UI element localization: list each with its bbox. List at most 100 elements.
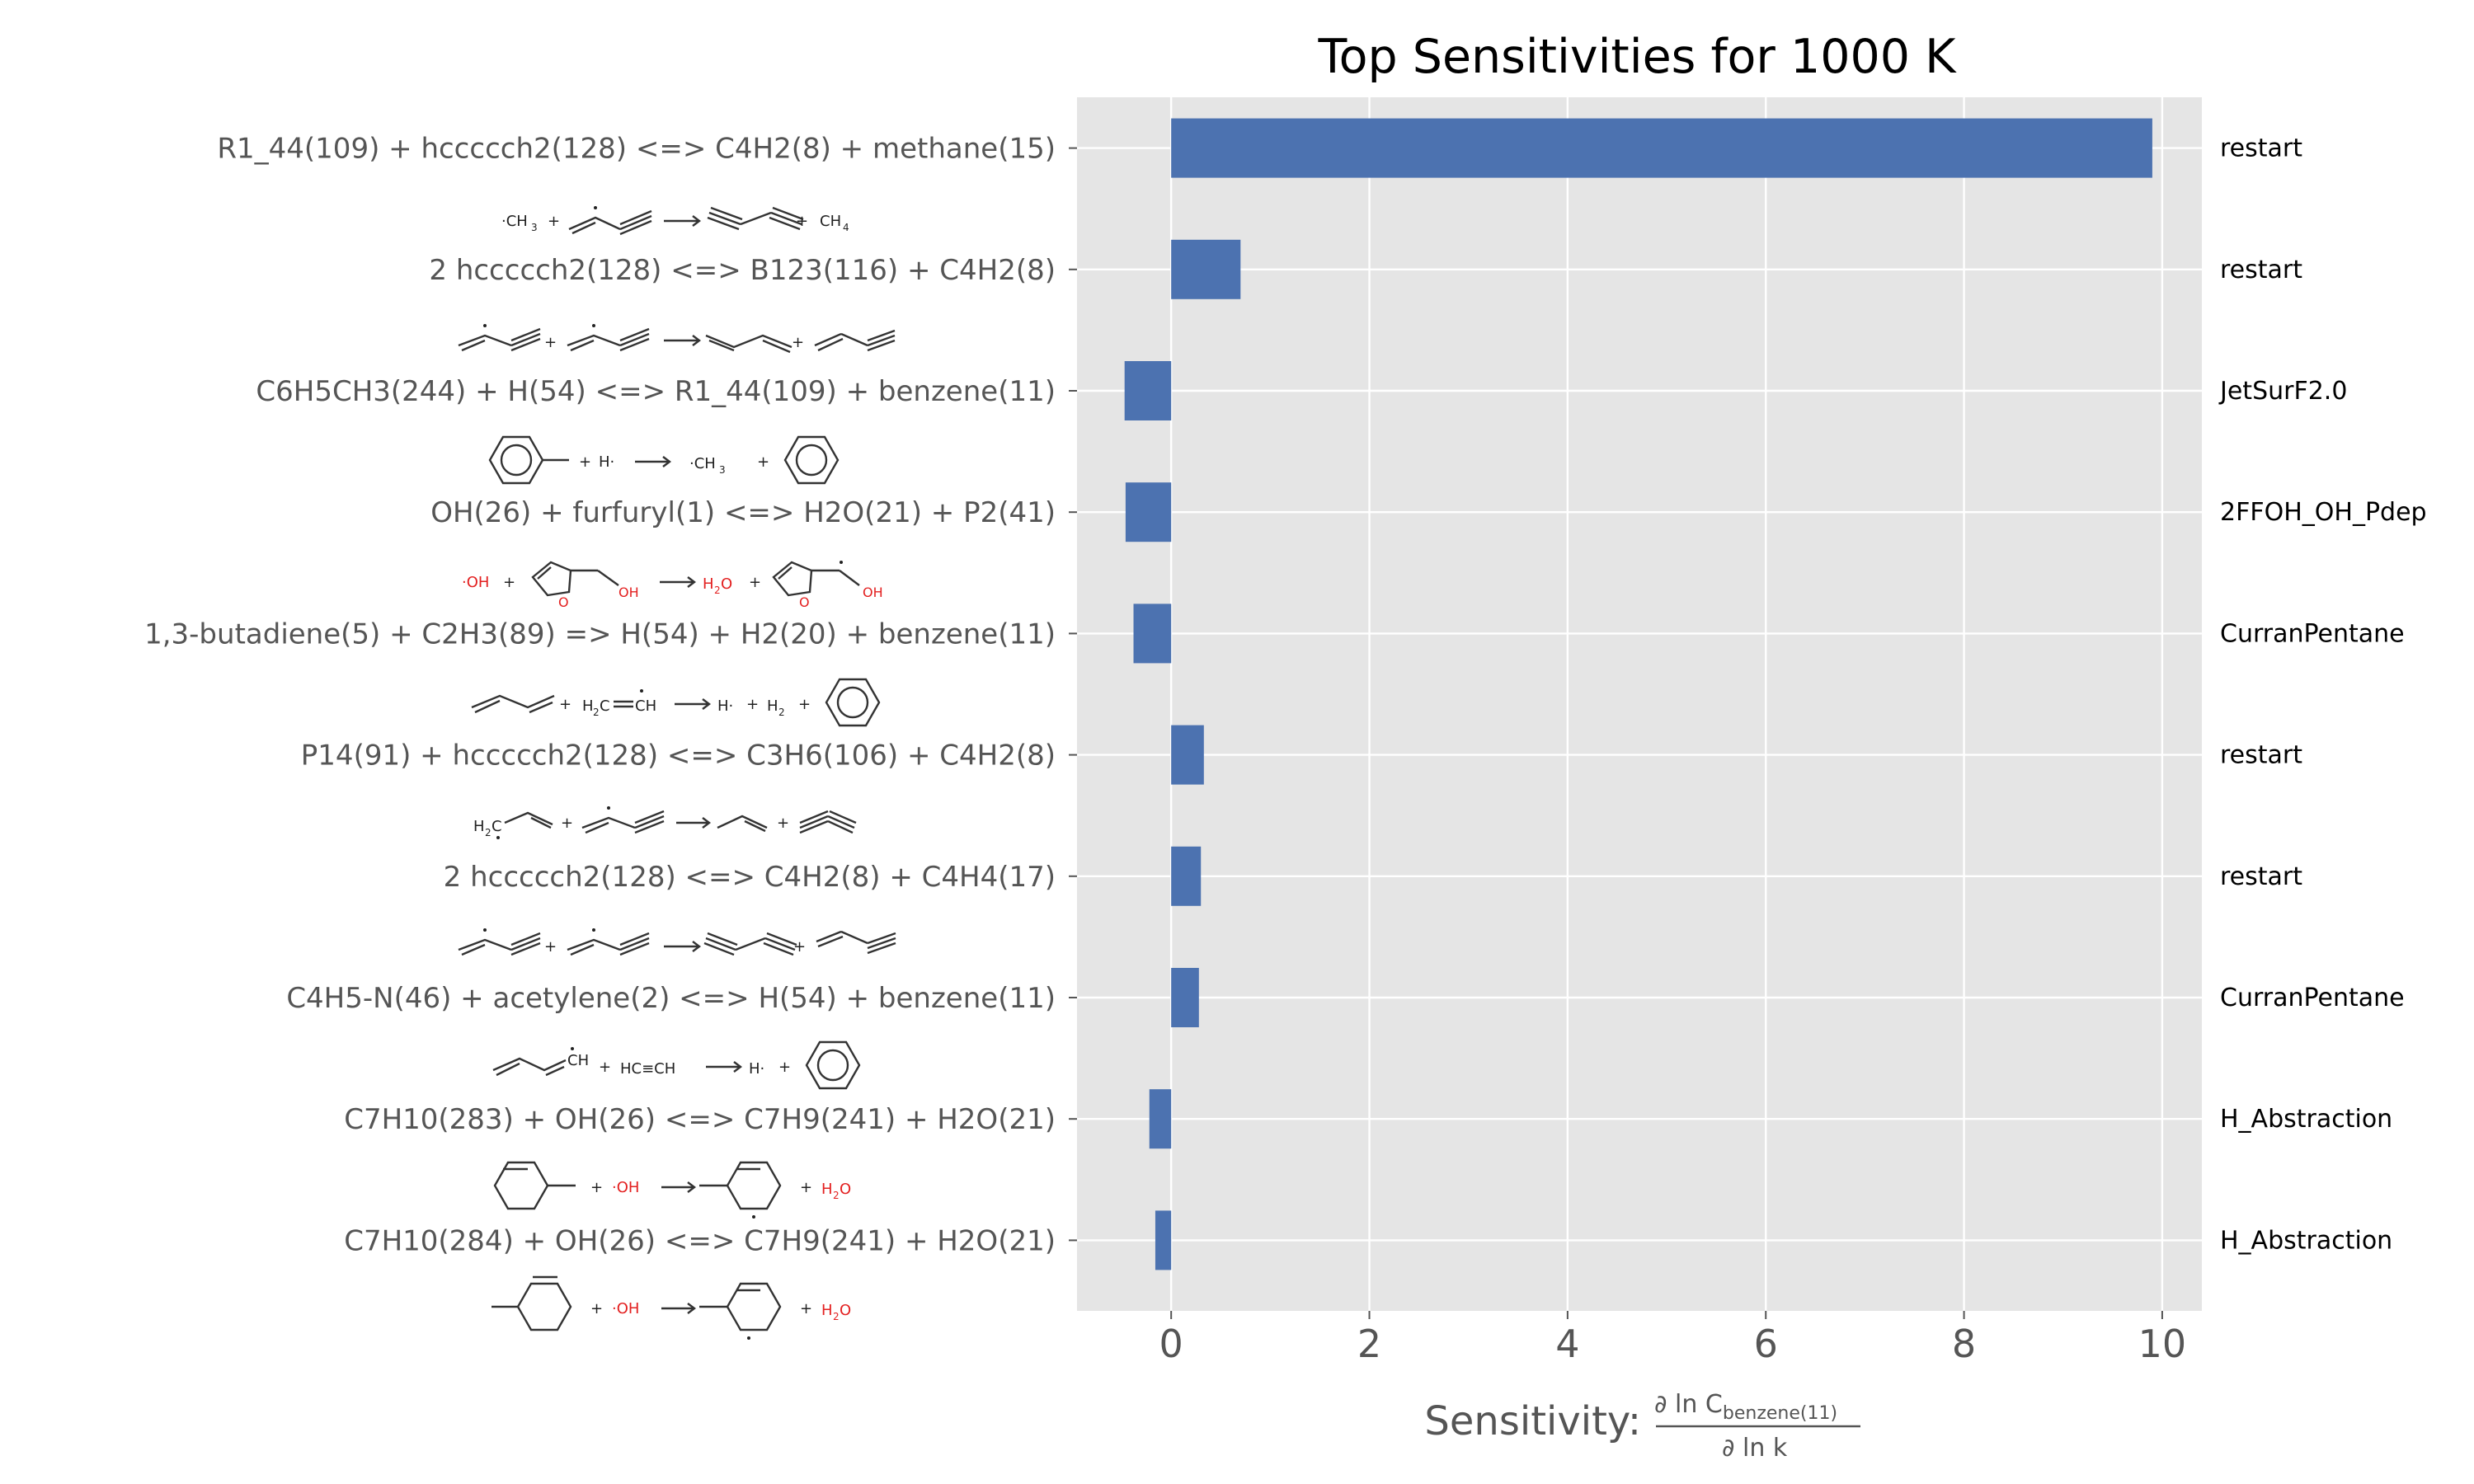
hydroxyl-label: OH: [618, 585, 639, 600]
methylene-h-subscript: 2: [485, 827, 492, 838]
bar: [1171, 968, 1199, 1027]
water-subscript: 2: [833, 1311, 840, 1322]
arrow-icon: [635, 456, 671, 467]
x-tick-label: 0: [1159, 1322, 1183, 1366]
arrow-icon: [664, 215, 701, 227]
source-label: restart: [2220, 134, 2302, 163]
furan-oxygen-label: O: [558, 594, 569, 610]
structure-row-3: + H· ·CH 3 +: [488, 435, 840, 485]
plus-sign: +: [800, 1300, 812, 1317]
oh-radical-label: ·OH: [612, 1300, 639, 1317]
allyl-molecule-icon: [504, 811, 553, 829]
source-label: JetSurF2.0: [2218, 377, 2347, 406]
methylene-h-label: H: [473, 818, 485, 835]
bar: [1171, 725, 1204, 785]
furan-oxygen-label: O: [799, 594, 810, 610]
plus-sign: +: [503, 574, 515, 591]
plus-sign: +: [559, 696, 571, 713]
ch-label: CH: [567, 1052, 589, 1069]
radical-molecule-icon: [581, 806, 665, 834]
plus-sign: +: [590, 1179, 603, 1196]
diyne-molecule-icon: [814, 329, 896, 352]
reaction-label: C7H10(284) + OH(26) <=> C7H9(241) + H2O(…: [344, 1224, 1056, 1257]
arrow-icon: [664, 941, 701, 952]
propene-molecule-icon: [717, 815, 768, 833]
bar: [1125, 482, 1172, 542]
water-h-label: H: [821, 1302, 833, 1319]
x-tick-label: 10: [2138, 1322, 2187, 1366]
structure-row-5: + H 2 C CH H· + H 2 +: [471, 678, 881, 727]
acetylene-label: HC≡CH: [620, 1060, 675, 1078]
ch3-radical-label: ·CH: [501, 213, 528, 230]
structure-row-8: CH + HC≡CH H· +: [492, 1040, 861, 1090]
plus-sign: +: [792, 334, 804, 351]
toluene-molecule-icon: [488, 435, 569, 485]
reaction-label: R1_44(109) + hccccch2(128) <=> C4H2(8) +…: [217, 133, 1056, 166]
reaction-label: C4H5-N(46) + acetylene(2) <=> H(54) + be…: [286, 982, 1056, 1015]
diyne-molecule-icon: [707, 206, 804, 231]
butadienyl-molecule-icon: [492, 1057, 567, 1077]
plus-sign: +: [798, 696, 811, 713]
reaction-label: 2 hccccch2(128) <=> C4H2(8) + C4H4(17): [444, 861, 1056, 894]
methylcyclohexene-molecule-icon: [493, 1161, 576, 1210]
water-o-label: O: [721, 575, 732, 593]
methylcyclohexene-molecule-icon: [492, 1275, 572, 1331]
plus-sign: +: [777, 815, 789, 832]
water-subscript: 2: [714, 585, 721, 596]
x-tick-label: 4: [1555, 1322, 1579, 1366]
bar: [1171, 846, 1202, 906]
vinyl-h-subscript: 2: [593, 707, 600, 718]
benzene-molecule-icon: [825, 678, 881, 727]
chart-title: Top Sensitivities for 1000 K: [1317, 30, 1957, 84]
plus-sign: +: [590, 1300, 603, 1317]
water-h-label: H: [703, 575, 714, 593]
plus-sign: +: [561, 815, 573, 832]
vinylacetylene-molecule-icon: [816, 930, 896, 955]
diyne-molecule-icon: [799, 810, 857, 834]
source-label: H_Abstraction: [2220, 1105, 2392, 1134]
arrow-icon: [660, 576, 696, 588]
arrow-icon: [706, 1061, 742, 1073]
plus-sign: +: [796, 213, 808, 230]
ch3-subscript: 3: [719, 464, 726, 476]
source-label: H_Abstraction: [2220, 1226, 2392, 1255]
structure-row-4: ·OH + O OH H 2 O + O OH: [462, 561, 883, 610]
plot-area: [1077, 97, 2202, 1311]
furfuryl-molecule-icon: [531, 561, 619, 597]
x-tick-label: 8: [1952, 1322, 1976, 1366]
arrow-icon: [676, 817, 711, 829]
hydrogen-label: H: [767, 697, 778, 715]
ch4-subscript: 4: [843, 222, 849, 233]
reaction-label: P14(91) + hccccch2(128) <=> C3H6(106) + …: [301, 740, 1056, 773]
source-label: 2FFOH_OH_Pdep: [2220, 498, 2427, 527]
plus-sign: +: [793, 938, 806, 956]
x-axis-label-numerator-prefix: ∂ ln C: [1654, 1390, 1723, 1419]
x-axis-label-prefix: Sensitivity:: [1424, 1398, 1641, 1444]
water-o-label: O: [840, 1302, 851, 1319]
reaction-label: 2 hccccch2(128) <=> B123(116) + C4H2(8): [429, 254, 1056, 287]
x-axis-label: Sensitivity: ∂ ln Cbenzene(11) ∂ ln k: [1424, 1390, 1860, 1463]
ch3-radical-label: ·CH: [689, 455, 716, 472]
x-tick-label: 6: [1754, 1322, 1778, 1366]
radical-molecule-icon: [567, 324, 650, 352]
plus-sign: +: [757, 453, 769, 471]
plus-sign: +: [544, 334, 557, 351]
source-label: restart: [2220, 862, 2302, 891]
arrow-icon: [661, 1303, 696, 1314]
x-tick-label: 2: [1357, 1322, 1381, 1366]
horizontal-gridlines: [1077, 147, 2202, 1242]
benzene-molecule-icon: [783, 435, 840, 485]
hydrogen-subscript: 2: [778, 707, 785, 718]
bar: [1155, 1210, 1172, 1270]
diyne-molecule-icon: [703, 932, 797, 956]
structure-row-9: + ·OH + H 2 O: [493, 1161, 851, 1219]
reaction-labels: R1_44(109) + hccccch2(128) <=> C4H2(8) +…: [144, 133, 1077, 1257]
x-axis-label-numerator-subscript: benzene(11): [1723, 1403, 1837, 1424]
radical-molecule-icon: [458, 324, 541, 352]
water-o-label: O: [840, 1181, 851, 1198]
source-label: CurranPentane: [2220, 619, 2405, 648]
source-label: CurranPentane: [2220, 984, 2405, 1012]
x-axis-label-numerator: ∂ ln Cbenzene(11): [1654, 1390, 1837, 1424]
radical-molecule-icon: [458, 928, 541, 956]
reaction-label: 1,3-butadiene(5) + C2H3(89) => H(54) + H…: [144, 618, 1056, 650]
